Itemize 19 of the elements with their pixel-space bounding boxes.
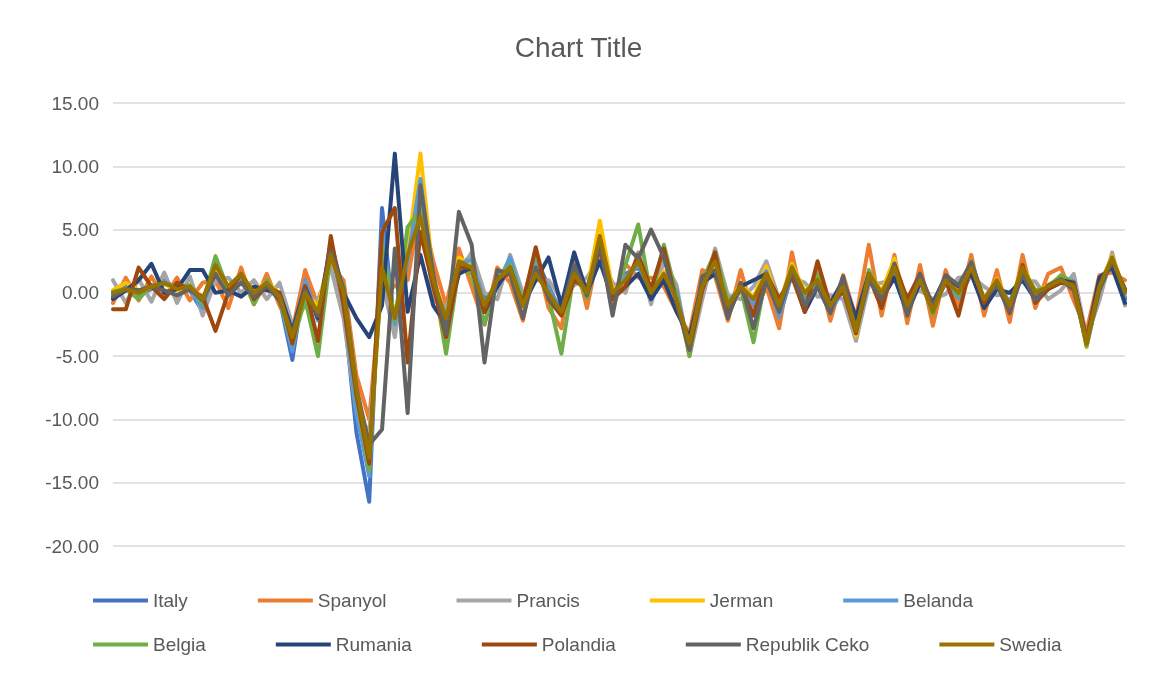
- legend-label: Belanda: [903, 590, 974, 611]
- chart-title: Chart Title: [514, 31, 643, 63]
- y-tick-label: 5.00: [62, 219, 99, 241]
- y-tick-label: 15.00: [51, 92, 99, 114]
- legend-label: Belgia: [153, 634, 207, 655]
- y-tick-label: 10.00: [51, 155, 99, 177]
- legend-label: Jerman: [709, 590, 774, 611]
- legend-label: Italy: [153, 590, 189, 611]
- legend-label: Polandia: [541, 634, 617, 655]
- legend-label: Rumania: [335, 634, 413, 655]
- legend-label: Swedia: [999, 634, 1063, 655]
- y-tick-label: 0.00: [62, 282, 99, 304]
- y-tick-label: -10.00: [45, 408, 99, 430]
- legend-label: Republik Ceko: [745, 634, 870, 655]
- legend-label: Prancis: [516, 590, 580, 611]
- y-tick-label: -5.00: [55, 345, 99, 367]
- y-tick-label: -20.00: [45, 535, 99, 557]
- y-tick-label: -15.00: [45, 472, 99, 494]
- legend-label: Spanyol: [317, 590, 387, 611]
